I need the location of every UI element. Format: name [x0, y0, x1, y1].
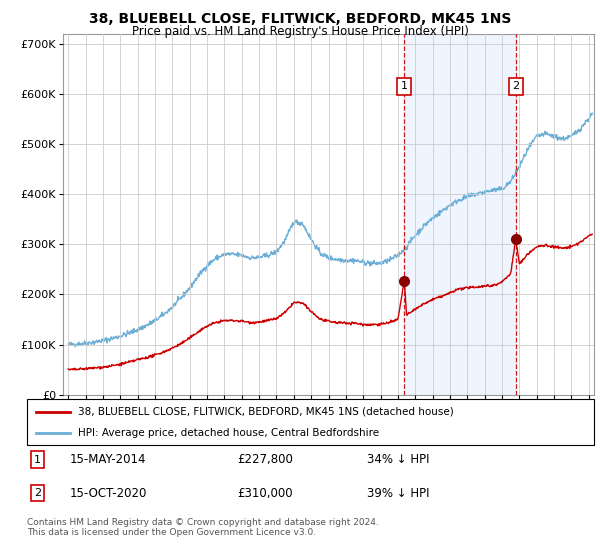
Text: 1: 1 [401, 81, 408, 91]
FancyBboxPatch shape [27, 399, 594, 445]
Text: 2: 2 [512, 81, 520, 91]
Text: Price paid vs. HM Land Registry's House Price Index (HPI): Price paid vs. HM Land Registry's House … [131, 25, 469, 38]
Text: £310,000: £310,000 [237, 487, 292, 500]
Text: 38, BLUEBELL CLOSE, FLITWICK, BEDFORD, MK45 1NS: 38, BLUEBELL CLOSE, FLITWICK, BEDFORD, M… [89, 12, 511, 26]
Text: 34% ↓ HPI: 34% ↓ HPI [367, 453, 430, 466]
Text: £227,800: £227,800 [237, 453, 293, 466]
Text: 1: 1 [34, 455, 41, 465]
Bar [404, 34, 516, 395]
Text: 2: 2 [34, 488, 41, 498]
Text: 15-OCT-2020: 15-OCT-2020 [70, 487, 147, 500]
Text: 39% ↓ HPI: 39% ↓ HPI [367, 487, 430, 500]
Text: 15-MAY-2014: 15-MAY-2014 [70, 453, 146, 466]
Text: Contains HM Land Registry data © Crown copyright and database right 2024.
This d: Contains HM Land Registry data © Crown c… [27, 518, 379, 538]
Text: HPI: Average price, detached house, Central Bedfordshire: HPI: Average price, detached house, Cent… [78, 428, 379, 438]
Text: 38, BLUEBELL CLOSE, FLITWICK, BEDFORD, MK45 1NS (detached house): 38, BLUEBELL CLOSE, FLITWICK, BEDFORD, M… [78, 407, 454, 417]
